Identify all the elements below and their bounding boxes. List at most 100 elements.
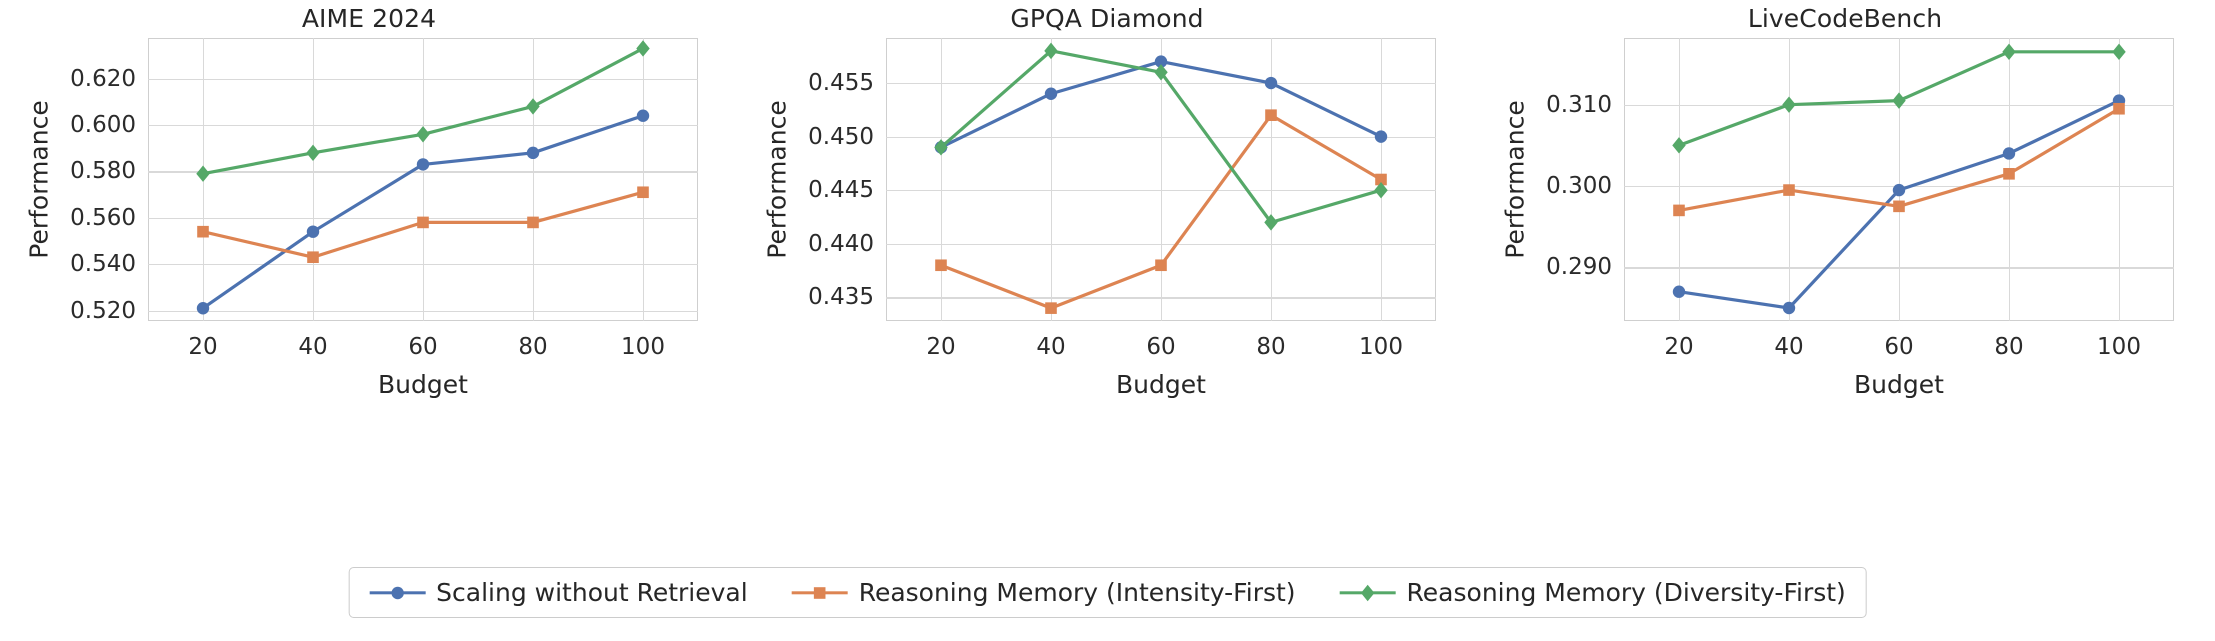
- legend: Scaling without Retrieval Reasoning Memor…: [348, 567, 1867, 618]
- y-axis-tick-label: 0.300: [1546, 173, 1612, 199]
- data-point-marker: [1893, 200, 1905, 213]
- x-axis-tick-label: 60: [408, 334, 438, 360]
- series-line: [939, 113, 1383, 310]
- y-axis-label: Performance: [762, 100, 792, 259]
- data-point-marker: [197, 225, 209, 238]
- gridline-vertical: [1899, 38, 1901, 321]
- data-point-marker: [1892, 183, 1906, 197]
- data-point-marker: [636, 40, 650, 57]
- y-axis-tick-label: 0.580: [70, 158, 136, 185]
- gridline-vertical: [2119, 38, 2121, 321]
- data-point-marker: [526, 98, 540, 115]
- gridline-vertical: [313, 38, 315, 321]
- plot-area-gpqa-diamond: 0.435 0.440 0.445 0.450 0.455 20 40 60 80 100: [808, 38, 1436, 360]
- data-point-marker: [1045, 302, 1057, 314]
- x-axis-tick-label: 40: [1036, 334, 1066, 360]
- y-axis-tick-label: 0.445: [808, 177, 874, 204]
- series-layer: [1672, 43, 2126, 315]
- y-axis-tick-label: 0.435: [808, 284, 874, 311]
- x-axis-tick-label: 100: [621, 334, 665, 360]
- gridline-vertical: [941, 38, 943, 321]
- data-point-marker: [1154, 55, 1168, 68]
- legend-label: Reasoning Memory (Diversity-First): [1406, 578, 1846, 607]
- data-point-marker: [526, 146, 540, 160]
- data-point-marker: [1264, 214, 1278, 231]
- series-line: [201, 46, 645, 176]
- data-point-marker: [2112, 43, 2126, 61]
- x-axis-label: Budget: [1116, 370, 1206, 399]
- data-point-marker: [307, 251, 319, 264]
- gridline-vertical: [1051, 38, 1053, 321]
- gridline-vertical: [1271, 38, 1273, 321]
- legend-item[interactable]: Scaling without Retrieval: [369, 578, 748, 607]
- data-point-marker: [1264, 76, 1278, 90]
- x-axis-tick-label: 100: [1359, 334, 1403, 360]
- panel-title: AIME 2024: [301, 4, 437, 33]
- data-point-marker: [1374, 130, 1388, 143]
- series-layer: [934, 42, 1388, 314]
- legend-label: Scaling without Retrieval: [436, 578, 748, 607]
- data-point-marker: [1782, 301, 1796, 315]
- data-point-marker: [2113, 102, 2125, 115]
- legend-marker-diamond-icon: [1339, 582, 1396, 604]
- data-point-marker: [417, 216, 429, 229]
- legend-item[interactable]: Reasoning Memory (Intensity-First): [791, 578, 1296, 607]
- data-point-marker: [527, 216, 539, 229]
- panel-livecodebench: LiveCodeBench Performance 0.290 0.300 0.31…: [1476, 0, 2214, 560]
- data-point-marker: [1375, 173, 1387, 186]
- y-axis-tick-label: 0.520: [70, 297, 136, 324]
- plot-area-aime-2024: 0.520 0.540 0.560 0.580 0.600 0.620 20 40 60 80 10…: [70, 38, 698, 360]
- gridline-vertical: [1679, 38, 1681, 321]
- x-axis-tick-label: 40: [1774, 334, 1804, 360]
- data-point-marker: [416, 158, 430, 171]
- x-axis-tick-label: 80: [518, 334, 548, 360]
- y-axis-tick-label: 0.450: [808, 123, 874, 150]
- legend-label: Reasoning Memory (Intensity-First): [858, 578, 1296, 607]
- data-point-marker: [196, 165, 210, 182]
- x-axis-tick-label: 20: [926, 334, 956, 360]
- panel-title: LiveCodeBench: [1747, 4, 1943, 33]
- panel-aime-2024: AIME 2024 Performance 0.520 0.540 0.560 0.5…: [0, 0, 738, 560]
- data-point-marker: [2002, 147, 2016, 160]
- panel-row: AIME 2024 Performance 0.520 0.540 0.560 0.5…: [0, 0, 2214, 560]
- x-axis-tick-label: 100: [2097, 334, 2141, 360]
- y-axis-tick-label: 0.310: [1546, 91, 1612, 118]
- y-axis-tick-label: 0.540: [70, 251, 136, 278]
- data-point-marker: [306, 144, 320, 162]
- y-axis-tick-label: 0.290: [1546, 254, 1612, 281]
- series-layer: [196, 40, 650, 315]
- y-axis-label: Performance: [24, 100, 54, 259]
- x-axis-tick-label: 80: [1256, 334, 1286, 360]
- legend-item[interactable]: Reasoning Memory (Diversity-First): [1339, 578, 1846, 607]
- data-point-marker: [1672, 285, 1686, 298]
- x-axis-tick-label: 60: [1146, 334, 1176, 360]
- x-axis-label: Budget: [378, 370, 468, 399]
- x-axis-tick-label: 80: [1994, 334, 2024, 360]
- data-point-marker: [2003, 168, 2015, 180]
- x-axis-tick-label: 60: [1884, 334, 1914, 360]
- y-axis-tick-label: 0.560: [70, 204, 136, 231]
- data-point-marker: [1374, 182, 1388, 199]
- data-point-marker: [1044, 87, 1058, 100]
- data-point-marker: [1673, 204, 1685, 217]
- x-axis-tick-label: 40: [298, 334, 328, 360]
- data-point-marker: [416, 126, 430, 143]
- x-axis-tick-label: 20: [188, 334, 218, 360]
- y-axis-label: Performance: [1500, 100, 1530, 259]
- y-axis-tick-label: 0.440: [808, 230, 874, 257]
- data-point-marker: [637, 186, 649, 199]
- data-point-marker: [1783, 184, 1795, 196]
- legend-marker-circle-icon: [369, 582, 426, 604]
- data-point-marker: [1672, 137, 1686, 154]
- data-point-marker: [306, 225, 320, 238]
- data-point-marker: [1265, 109, 1277, 121]
- data-point-marker: [636, 109, 650, 122]
- gridline-vertical: [1161, 38, 1163, 321]
- gridline-vertical: [533, 38, 535, 321]
- plot-area-livecodebench: 0.290 0.300 0.310 20 40 60 80 100: [1546, 38, 2174, 360]
- panel-gpqa-diamond: GPQA Diamond Performance 0.435 0.440 0.445…: [738, 0, 1476, 560]
- data-point-marker: [196, 302, 210, 315]
- x-axis-label: Budget: [1854, 370, 1944, 399]
- data-point-marker: [935, 259, 947, 272]
